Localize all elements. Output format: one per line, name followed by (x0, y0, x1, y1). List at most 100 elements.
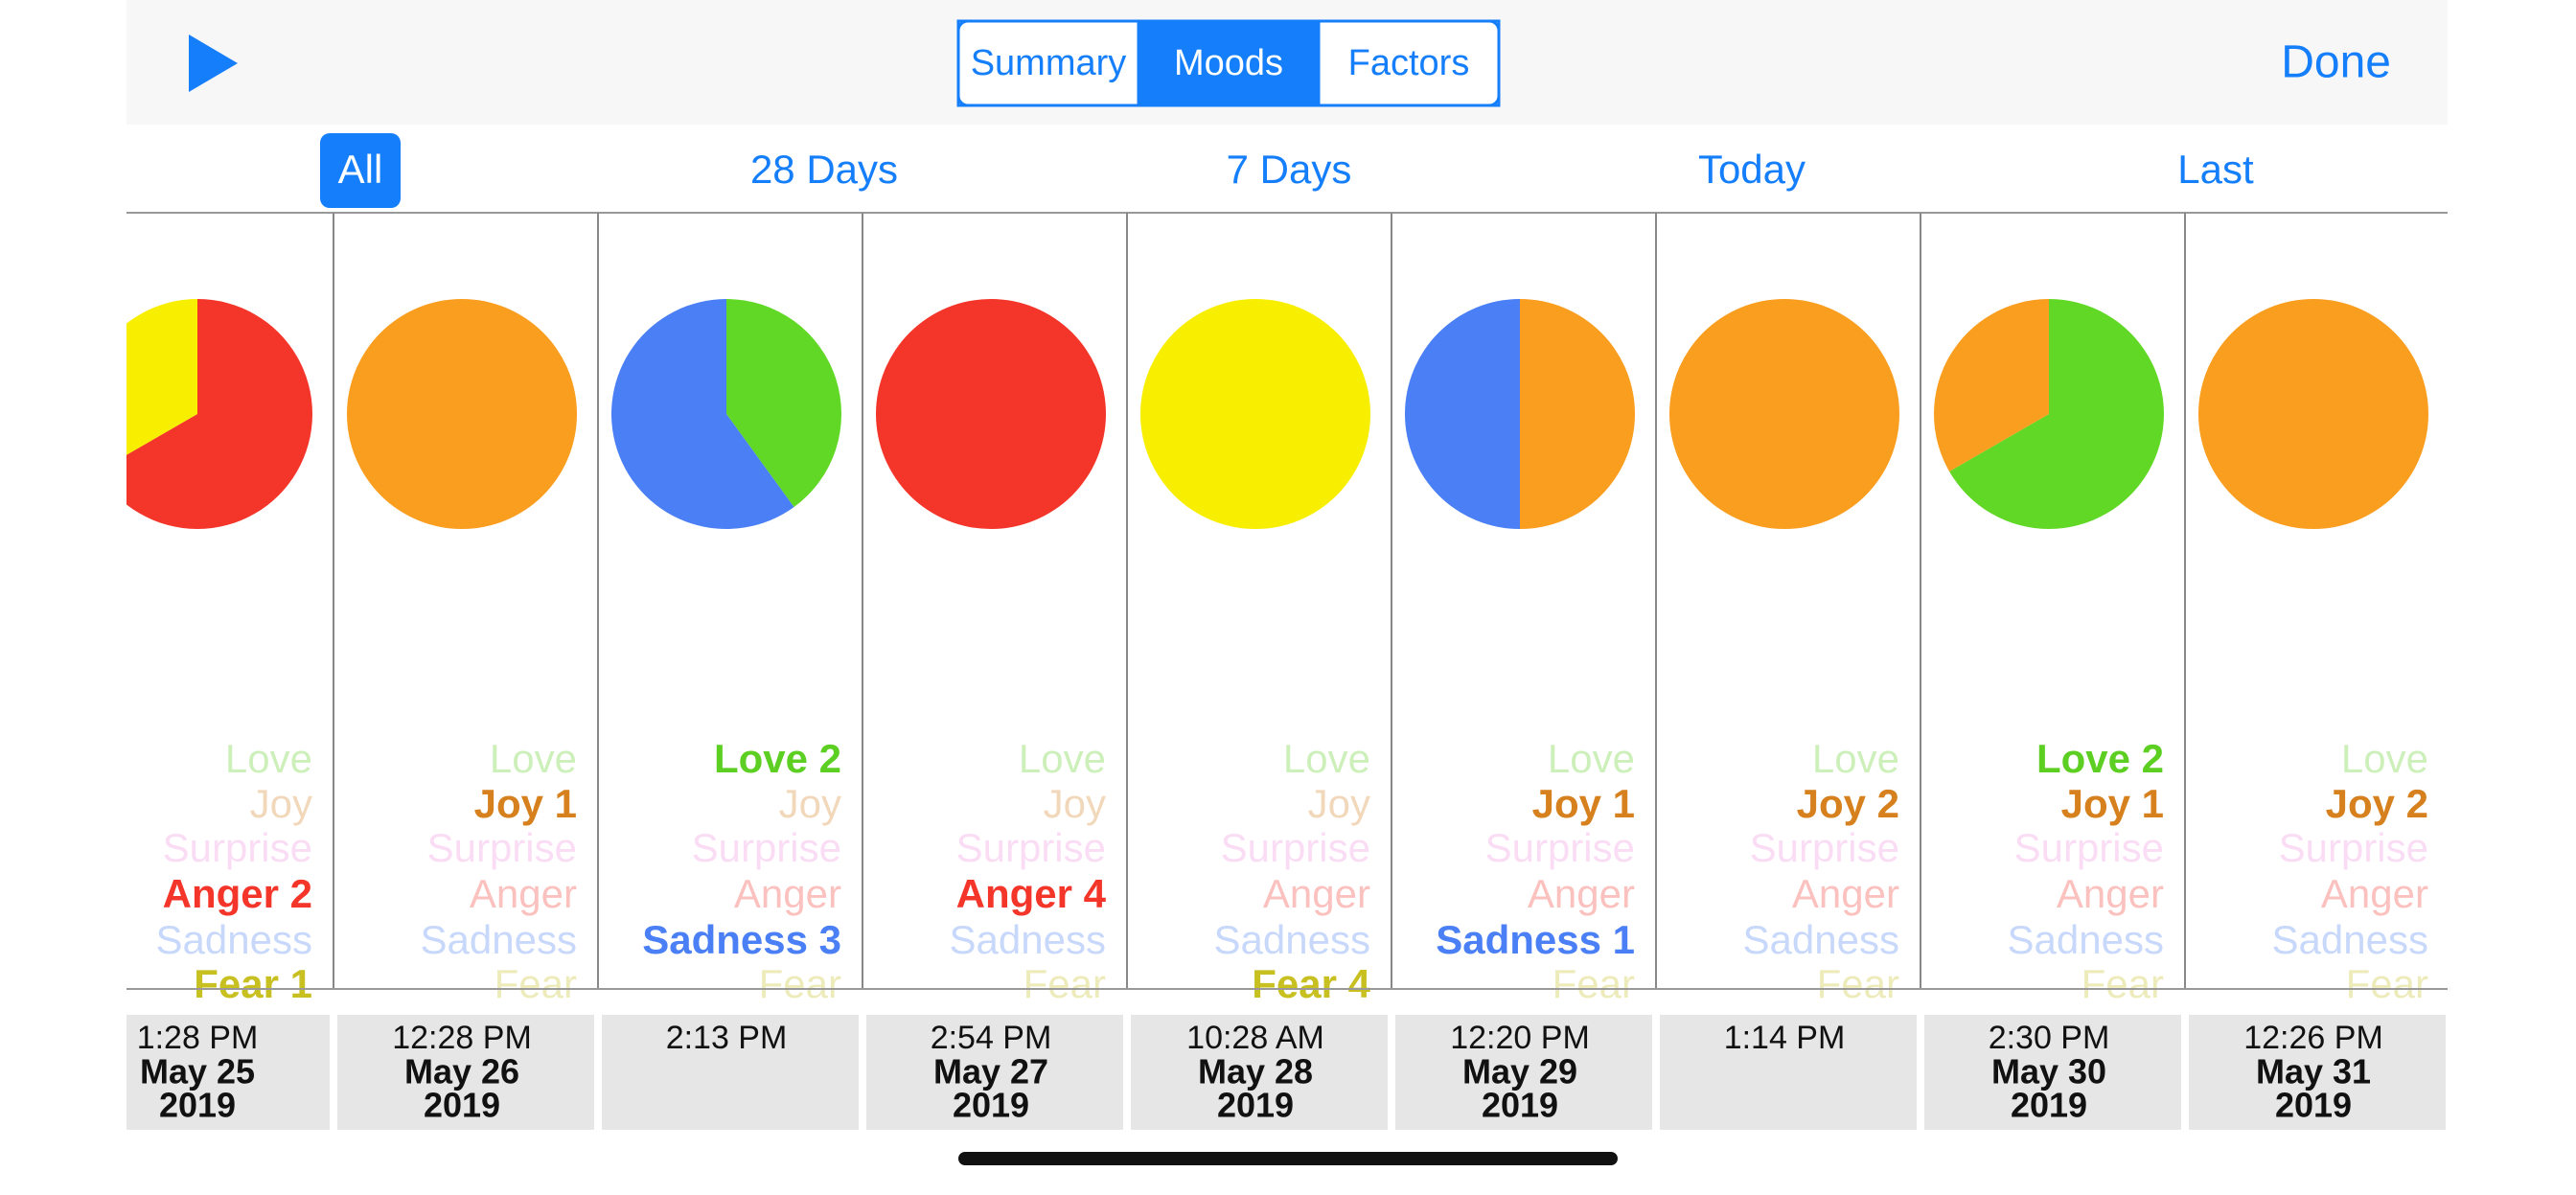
mood-label: Joy 1 (2061, 781, 2164, 826)
mood-label: Love 2 (2036, 736, 2164, 781)
segment-label[interactable]: Summary (971, 43, 1127, 83)
mood-label: Love (225, 736, 312, 781)
year: 2019 (2275, 1086, 2352, 1125)
filter[interactable]: 28 Days (750, 147, 898, 192)
mood-label: Anger (734, 871, 841, 916)
date: May 28 (1198, 1052, 1313, 1092)
mood-label: Sadness 3 (642, 917, 841, 962)
play-button[interactable] (189, 34, 238, 92)
mood-label: Anger 2 (163, 871, 312, 916)
mood-label: Fear 4 (1252, 961, 1370, 1006)
date: May 30 (1991, 1052, 2106, 1092)
pie-slice (1520, 299, 1635, 529)
time: 2:13 PM (666, 1020, 788, 1056)
mood-label: Joy 2 (1797, 781, 1899, 826)
mood-label: Fear (2082, 961, 2164, 1006)
mood-label: Surprise (692, 825, 841, 870)
mood-label: Anger (1263, 871, 1370, 916)
mood-label: Fear (1552, 961, 1635, 1006)
filter[interactable]: Today (1698, 147, 1806, 192)
mood-label: Sadness 1 (1436, 917, 1635, 962)
year: 2019 (1217, 1086, 1294, 1125)
year: 2019 (424, 1086, 500, 1125)
mood-label: Fear 1 (194, 961, 312, 1006)
mood-label: Joy 1 (474, 781, 577, 826)
time: 2:54 PM (931, 1020, 1052, 1056)
date-cell (126, 1015, 330, 1130)
filter-selected (320, 133, 401, 208)
pie-slice (1140, 299, 1370, 529)
pie-slice (876, 299, 1106, 529)
segment-label[interactable]: Factors (1348, 43, 1470, 83)
mood-label: Love (1283, 736, 1370, 781)
time: 12:26 PM (2243, 1020, 2383, 1056)
filter[interactable]: All (338, 147, 383, 192)
mood-label: Love 2 (714, 736, 841, 781)
date-cell (1924, 1015, 2181, 1130)
pie-slice (1934, 299, 2049, 471)
mood-label: Love (1812, 736, 1899, 781)
date: May 29 (1462, 1052, 1577, 1092)
mood-label: Surprise (427, 825, 577, 870)
mood-label: Anger (1792, 871, 1899, 916)
mood-label: Love (490, 736, 577, 781)
done-button[interactable]: Done (2281, 37, 2391, 88)
mood-label: Sadness (2272, 917, 2428, 962)
date: May 31 (2256, 1052, 2371, 1092)
mood-label: Surprise (2014, 825, 2164, 870)
mood-label: Sadness (2008, 917, 2164, 962)
mood-label: Surprise (1750, 825, 1899, 870)
date-cell (1395, 1015, 1652, 1130)
date-cell (602, 1015, 859, 1130)
date: May 27 (933, 1052, 1048, 1092)
mood-label: Fear (2346, 961, 2428, 1006)
date-cell (1660, 1015, 1917, 1130)
time: 12:28 PM (392, 1020, 532, 1056)
date-cell (2189, 1015, 2446, 1130)
mood-label: Joy (1308, 781, 1370, 826)
mood-label: Joy 2 (2326, 781, 2428, 826)
time: 1:14 PM (1724, 1020, 1846, 1056)
mood-label: Love (1019, 736, 1106, 781)
segment-border (956, 19, 1501, 107)
mood-label: Fear (494, 961, 577, 1006)
mood-label: Anger (1528, 871, 1635, 916)
date-cell (866, 1015, 1123, 1130)
mood-label: Sadness (421, 917, 577, 962)
mood-label: Surprise (1221, 825, 1370, 870)
time: 1:28 PM (137, 1020, 259, 1056)
mood-label: Sadness (156, 917, 312, 962)
mood-label: Sadness (1214, 917, 1370, 962)
mood-label: Love (2341, 736, 2428, 781)
year: 2019 (1482, 1086, 1558, 1125)
mood-label: Sadness (950, 917, 1106, 962)
filter[interactable]: 7 Days (1227, 147, 1352, 192)
mood-label: Anger (2321, 871, 2428, 916)
mood-label: Anger (2057, 871, 2164, 916)
pie-slice (610, 299, 794, 530)
mood-label: Surprise (956, 825, 1106, 870)
mood-label: Joy (250, 781, 312, 826)
mood-label: Joy (1044, 781, 1106, 826)
mood-label: Fear (759, 961, 841, 1006)
date-cell (337, 1015, 594, 1130)
segment-label[interactable]: Moods (1174, 43, 1283, 83)
date: May 26 (404, 1052, 519, 1092)
year: 2019 (159, 1086, 236, 1125)
pie-slice (347, 299, 577, 529)
pie-slice (126, 299, 313, 529)
mood-label: Joy (779, 781, 841, 826)
mood-label: Anger (470, 871, 577, 916)
time: 10:28 AM (1186, 1020, 1324, 1056)
pie-slice (1669, 299, 1899, 529)
mood-label: Love (1548, 736, 1635, 781)
mood-label: Surprise (1485, 825, 1635, 870)
mood-label: Fear (1817, 961, 1899, 1006)
mood-label: Surprise (2279, 825, 2428, 870)
filter[interactable]: Last (2177, 147, 2254, 192)
mood-label: Anger 4 (956, 871, 1107, 916)
mood-label: Surprise (163, 825, 312, 870)
year: 2019 (2011, 1086, 2087, 1125)
pie-slice (2198, 299, 2428, 529)
